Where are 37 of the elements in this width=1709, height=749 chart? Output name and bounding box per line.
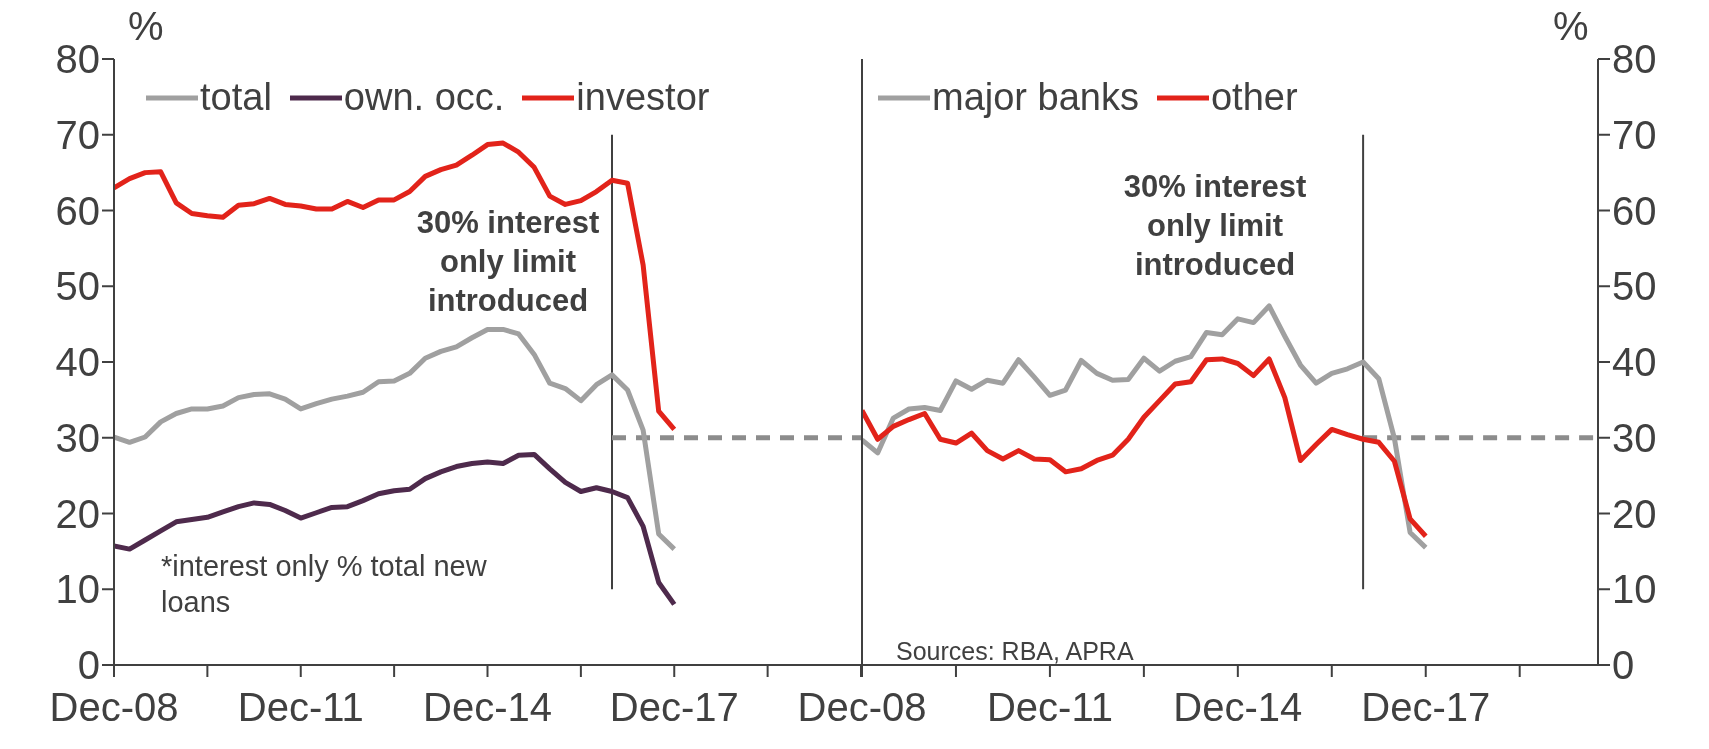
x-tick-label: Dec-14 — [423, 685, 552, 730]
annotation: 30% interest only limit introduced — [1122, 168, 1308, 284]
y-tick-label: 10 — [1612, 567, 1657, 612]
x-tick-label: Dec-14 — [1173, 685, 1303, 730]
x-tick-label: Dec-08 — [797, 685, 927, 730]
x-tick-label: Dec-08 — [49, 685, 179, 730]
y-axis-title: % — [1553, 4, 1589, 49]
legend-label: major banks — [932, 76, 1139, 119]
legend-label: total — [200, 76, 272, 119]
y-tick-label: 10 — [55, 567, 100, 612]
y-tick-label: 20 — [55, 491, 100, 536]
y-tick-label: 30 — [1612, 415, 1657, 460]
x-tick-label: Dec-11 — [986, 685, 1113, 730]
x-tick-label: Dec-17 — [609, 685, 739, 730]
y-tick-label: 70 — [1612, 112, 1657, 157]
y-tick-label: 80 — [1612, 37, 1657, 82]
y-axis-title: % — [128, 4, 164, 49]
y-tick-label: 70 — [55, 112, 100, 157]
annotation: *interest only % total new loans — [161, 549, 488, 621]
x-tick-label: Dec-17 — [1361, 685, 1491, 730]
y-tick-label: 40 — [55, 340, 100, 385]
legend-label: own. occ. — [343, 76, 505, 119]
y-tick-label: 60 — [55, 188, 100, 233]
y-tick-label: 50 — [55, 264, 100, 309]
y-tick-label: 0 — [77, 643, 100, 688]
annotation: 30% interest only limit introduced — [415, 204, 601, 320]
legend-label: investor — [576, 76, 710, 119]
y-tick-label: 50 — [1612, 264, 1657, 309]
y-tick-label: 40 — [1612, 340, 1657, 385]
y-tick-label: 60 — [1612, 188, 1657, 233]
annotation: Sources: RBA, APRA — [896, 636, 1135, 667]
y-tick-label: 0 — [1612, 643, 1635, 688]
y-tick-label: 20 — [1612, 491, 1657, 536]
legend-label: other — [1210, 76, 1298, 119]
y-tick-label: 30 — [55, 415, 100, 460]
y-tick-label: 80 — [55, 37, 100, 82]
x-tick-label: Dec-11 — [237, 685, 364, 730]
